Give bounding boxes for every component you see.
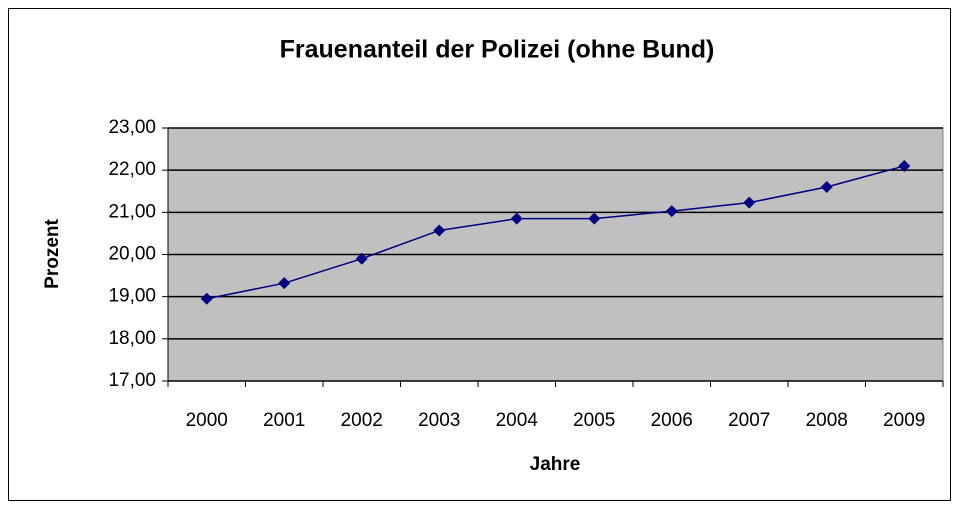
x-tick-label: 2000 bbox=[186, 410, 228, 431]
x-axis-label: Jahre bbox=[530, 454, 581, 475]
y-tick-label: 21,00 bbox=[108, 201, 156, 222]
x-tick-label: 2009 bbox=[883, 410, 925, 431]
y-tick-label: 23,00 bbox=[108, 117, 156, 138]
data-marker bbox=[510, 212, 523, 225]
x-tick-label: 2001 bbox=[263, 410, 305, 431]
y-tick-label: 17,00 bbox=[108, 370, 156, 391]
y-tick-label: 19,00 bbox=[108, 286, 156, 307]
data-marker bbox=[665, 205, 678, 218]
x-tick-label: 2005 bbox=[573, 410, 615, 431]
y-axis-label: Prozent bbox=[42, 218, 63, 288]
data-marker bbox=[433, 224, 446, 237]
x-tick-label: 2003 bbox=[418, 410, 460, 431]
data-marker bbox=[743, 196, 756, 209]
data-marker bbox=[820, 181, 833, 194]
data-marker bbox=[588, 212, 601, 225]
chart-title: Frauenanteil der Polizei (ohne Bund) bbox=[280, 36, 715, 64]
data-marker bbox=[898, 159, 911, 172]
x-tick-label: 2002 bbox=[341, 410, 383, 431]
y-tick-label: 20,00 bbox=[108, 244, 156, 265]
x-tick-label: 2007 bbox=[728, 410, 770, 431]
data-marker bbox=[355, 252, 368, 265]
x-tick-label: 2004 bbox=[496, 410, 539, 431]
x-tick-label: 2008 bbox=[806, 410, 848, 431]
data-marker bbox=[200, 292, 213, 305]
y-tick-label: 18,00 bbox=[108, 328, 156, 349]
data-marker bbox=[278, 277, 291, 290]
y-tick-label: 22,00 bbox=[108, 159, 156, 180]
data-line bbox=[206, 165, 905, 300]
x-tick-label: 2006 bbox=[651, 410, 693, 431]
